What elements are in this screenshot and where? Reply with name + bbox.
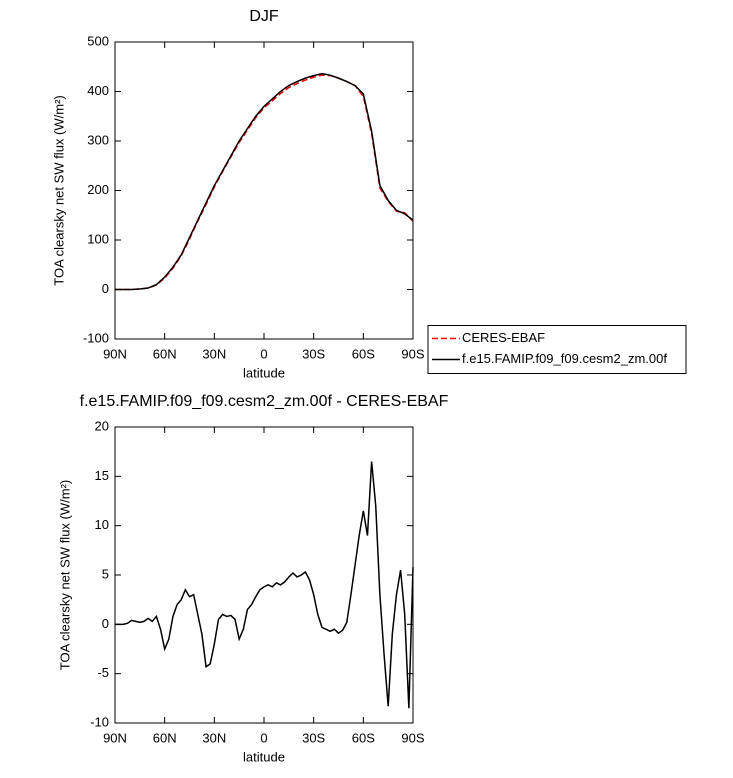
x-tick-label: 30S bbox=[302, 346, 325, 361]
y-tick-label: 15 bbox=[95, 468, 109, 483]
y-tick-label: -5 bbox=[97, 665, 109, 680]
x-tick-label: 0 bbox=[260, 730, 267, 745]
x-tick-label: 90N bbox=[103, 730, 127, 745]
y-tick-label: 20 bbox=[95, 418, 109, 433]
x-tick-label: 30N bbox=[202, 346, 226, 361]
legend-label: CERES-EBAF bbox=[462, 330, 545, 345]
plot-frame bbox=[114, 426, 414, 724]
y-tick-label: 400 bbox=[87, 83, 109, 98]
x-tick-label: 60N bbox=[153, 346, 177, 361]
x-tick-label: 90N bbox=[103, 346, 127, 361]
y-tick-label: 500 bbox=[87, 33, 109, 48]
x-tick-label: 0 bbox=[260, 346, 267, 361]
x-tick-label: 90S bbox=[401, 346, 424, 361]
y-tick-label: 0 bbox=[102, 616, 109, 631]
data-line bbox=[115, 461, 414, 709]
x-tick-label: 90S bbox=[401, 730, 424, 745]
y-tick-label: 100 bbox=[87, 231, 109, 246]
x-tick-label: 60S bbox=[352, 730, 375, 745]
legend-label: f.e15.FAMIP.f09_f09.cesm2_zm.00f bbox=[462, 351, 667, 366]
y-tick-label: 0 bbox=[102, 281, 109, 296]
y-tick-label: -10 bbox=[90, 714, 109, 729]
legend-box bbox=[427, 325, 687, 374]
x-axis-label: latitude bbox=[243, 749, 285, 764]
y-axis-label: TOA clearsky net SW flux (W/m²) bbox=[51, 95, 66, 285]
x-tick-label: 30N bbox=[202, 730, 226, 745]
y-tick-label: 200 bbox=[87, 182, 109, 197]
x-tick-label: 60S bbox=[352, 346, 375, 361]
chart-title: DJF bbox=[249, 8, 279, 25]
x-axis-label: latitude bbox=[243, 365, 285, 380]
y-tick-label: -100 bbox=[83, 330, 109, 345]
y-tick-label: 10 bbox=[95, 517, 109, 532]
x-tick-label: 60N bbox=[153, 730, 177, 745]
y-tick-label: 300 bbox=[87, 132, 109, 147]
plot-frame bbox=[114, 41, 414, 340]
y-tick-label: 5 bbox=[102, 566, 109, 581]
chart-title: f.e15.FAMIP.f09_f09.cesm2_zm.00f - CERES… bbox=[80, 393, 449, 410]
data-line bbox=[115, 72, 414, 291]
x-tick-label: 30S bbox=[302, 730, 325, 745]
y-axis-label: TOA clearsky net SW flux (W/m²) bbox=[57, 480, 72, 670]
